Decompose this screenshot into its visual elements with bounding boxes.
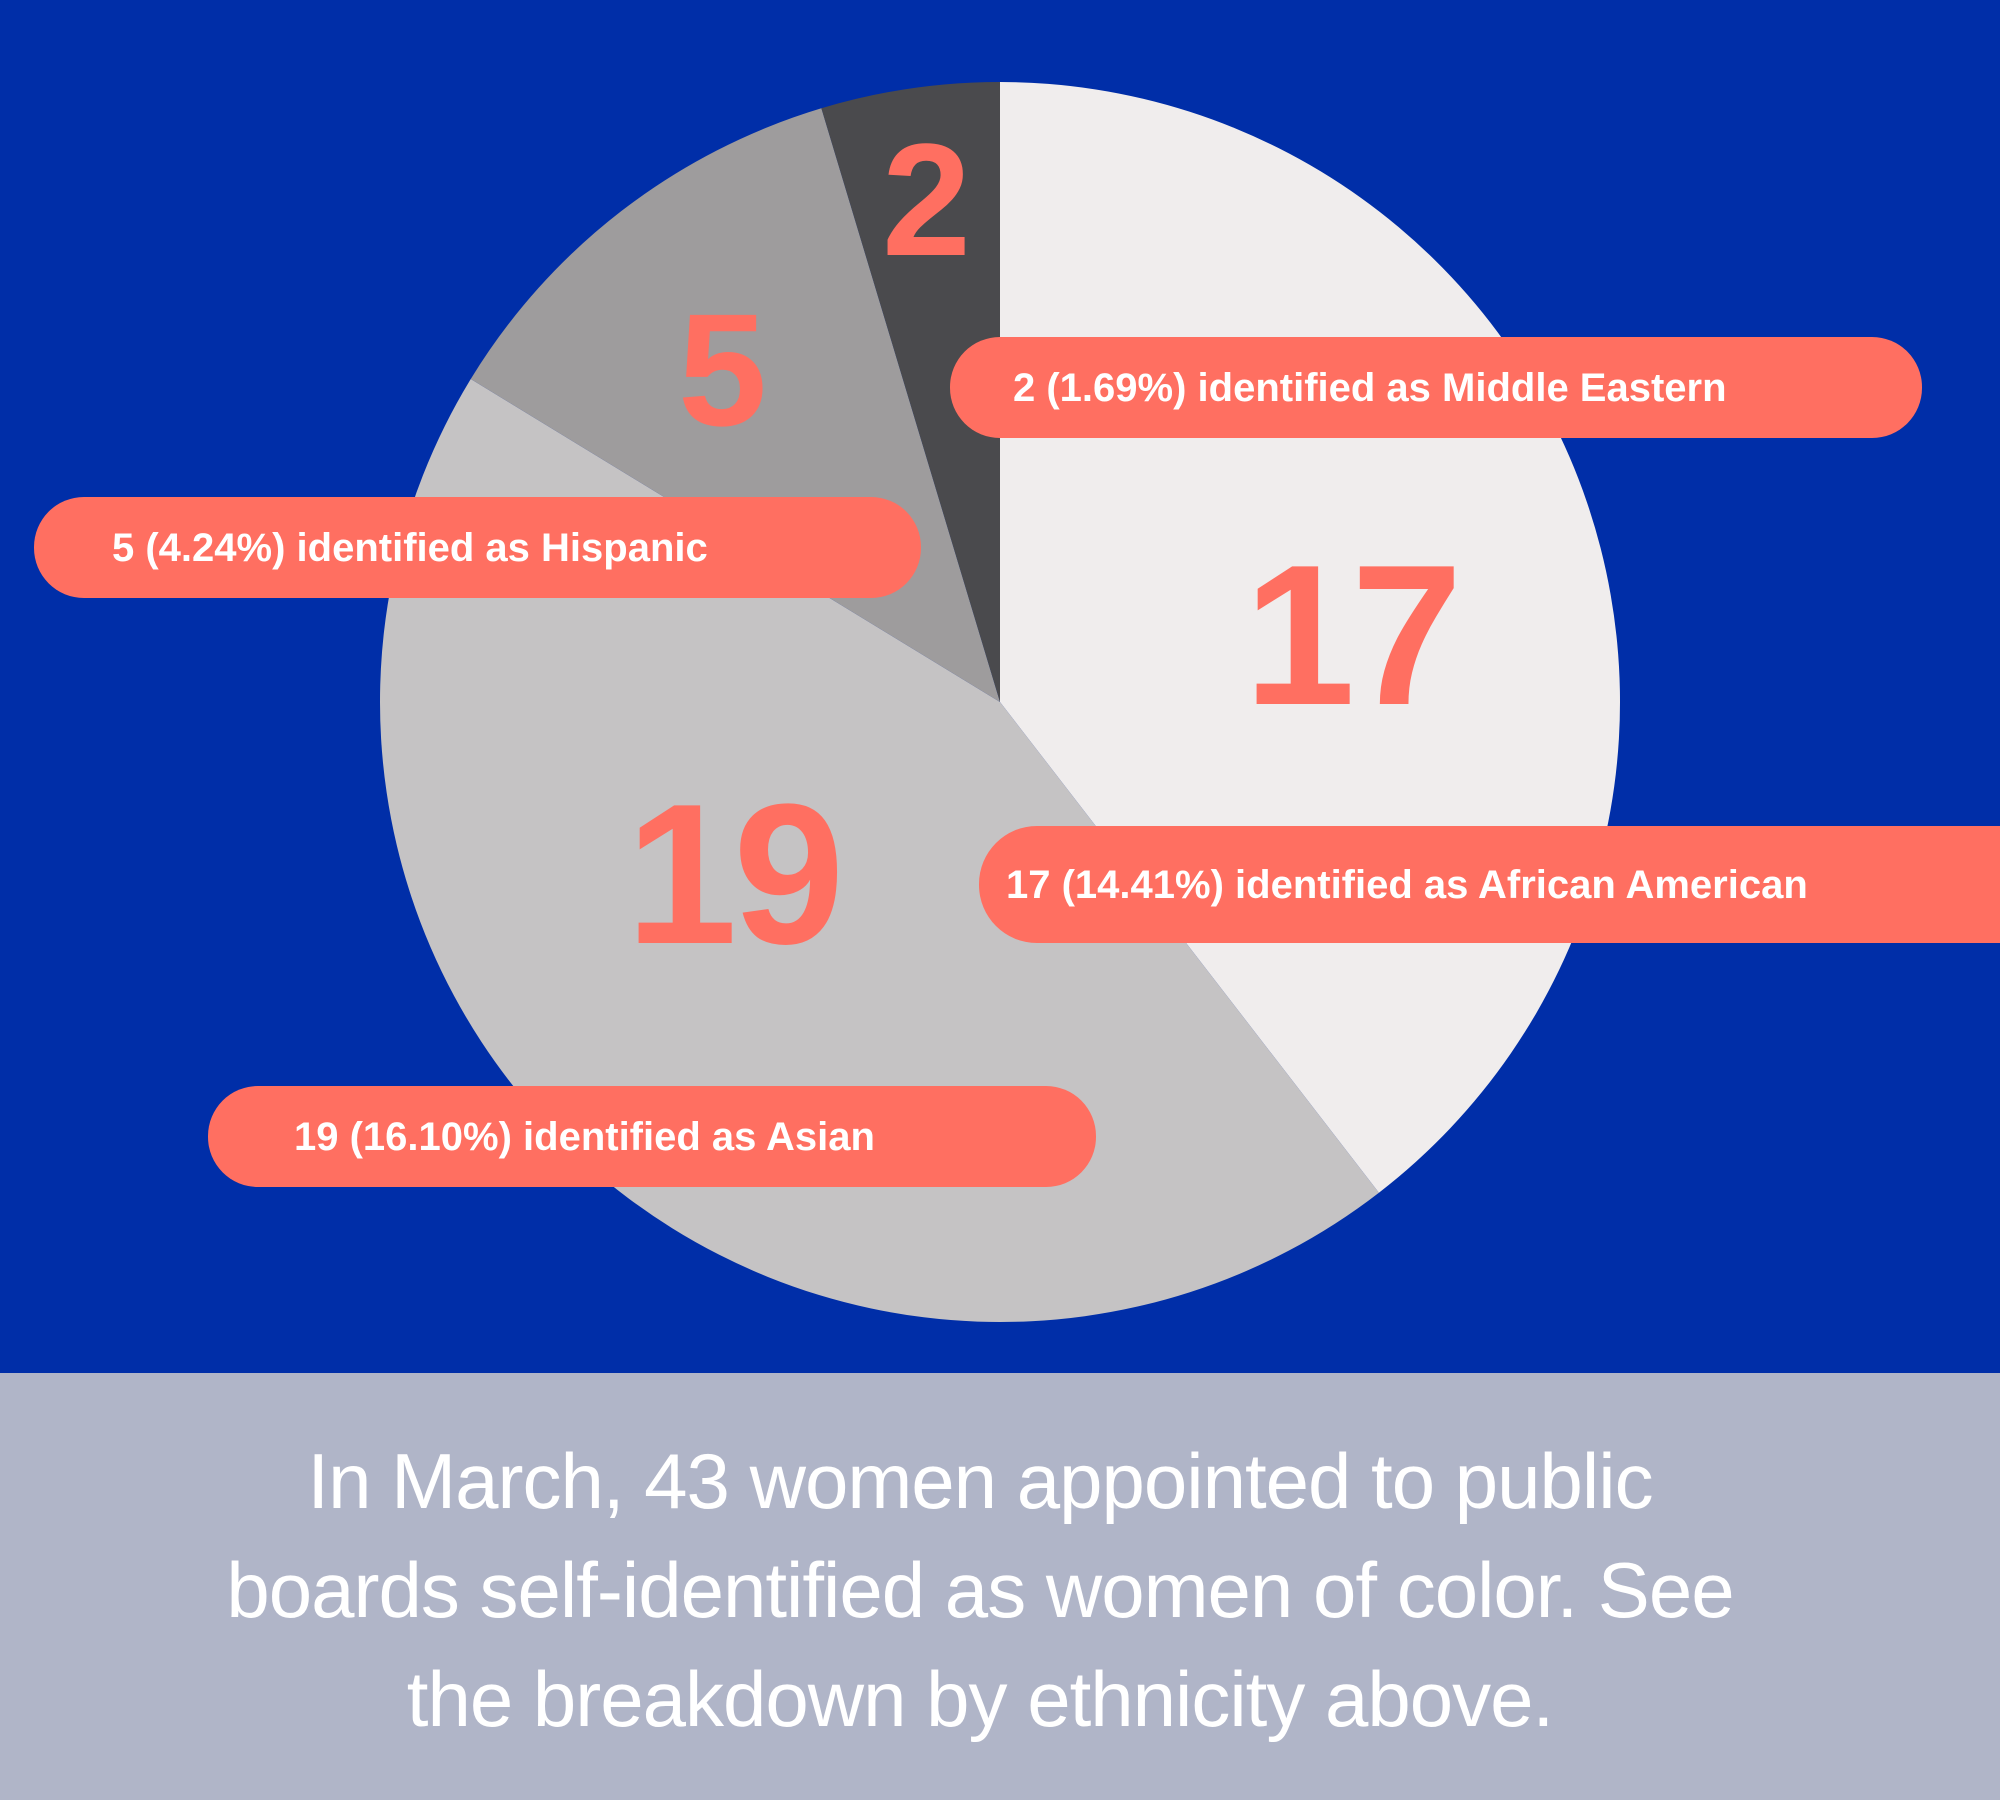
- caption: In March, 43 women appointed to public b…: [0, 1427, 1960, 1754]
- label-hispanic: 5 (4.24%) identified as Hispanic: [112, 525, 708, 570]
- slice-value-hispanic: 5: [678, 280, 767, 459]
- pie-slice-middle-eastern: [821, 82, 1000, 702]
- label-pill-asian: 19 (16.10%) identified as Asian: [208, 1086, 1096, 1187]
- caption-line-2: boards self-identified as women of color…: [226, 1546, 1734, 1634]
- label-asian: 19 (16.10%) identified as Asian: [294, 1114, 875, 1159]
- caption-line-3: the breakdown by ethnicity above.: [406, 1655, 1554, 1743]
- slice-value-middle-eastern: 2: [882, 110, 971, 289]
- label-pill-middle-eastern: 2 (1.69%) identified as Middle Eastern: [950, 337, 1922, 438]
- label-pill-african-american: 17 (14.41%) identified as African Americ…: [979, 826, 2000, 943]
- label-african-american: 17 (14.41%) identified as African Americ…: [1006, 862, 1808, 907]
- caption-line-1: In March, 43 women appointed to public: [307, 1437, 1653, 1525]
- caption-panel: [0, 1373, 2000, 1800]
- label-middle-eastern: 2 (1.69%) identified as Middle Eastern: [1013, 365, 1727, 410]
- label-pill-hispanic: 5 (4.24%) identified as Hispanic: [34, 497, 921, 598]
- slice-value-asian: 19: [626, 763, 844, 986]
- slice-value-african-american: 17: [1244, 524, 1462, 747]
